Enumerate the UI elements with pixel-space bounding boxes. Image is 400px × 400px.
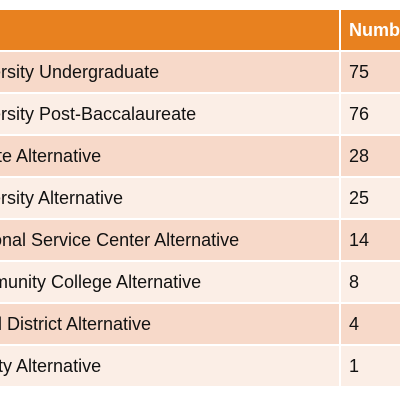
row-type: gional Service Center Alternative [0,220,339,262]
row-number: 76 [339,94,400,136]
table-row: iversity Undergraduate 75 [0,52,400,94]
row-type: ool District Alternative [0,304,339,346]
row-type: iversity Post-Baccalaureate [0,94,339,136]
table-row: vate Alternative 28 [0,136,400,178]
row-number: 75 [339,52,400,94]
row-type: iversity Alternative [0,178,339,220]
row-number: 25 [339,178,400,220]
row-type: vate Alternative [0,136,339,178]
row-type: mmunity College Alternative [0,262,339,304]
program-table: pe Numb iversity Undergraduate 75 iversi… [0,10,400,388]
row-type: unty Alternative [0,346,339,388]
table-row: unty Alternative 1 [0,346,400,388]
header-type: pe [0,10,339,52]
header-number: Numb [339,10,400,52]
row-type: iversity Undergraduate [0,52,339,94]
table-row: gional Service Center Alternative 14 [0,220,400,262]
row-number: 4 [339,304,400,346]
table-row: iversity Alternative 25 [0,178,400,220]
row-number: 8 [339,262,400,304]
row-number: 1 [339,346,400,388]
table-header-row: pe Numb [0,10,400,52]
table-row: iversity Post-Baccalaureate 76 [0,94,400,136]
program-table-container: pe Numb iversity Undergraduate 75 iversi… [0,10,400,388]
row-number: 28 [339,136,400,178]
table-row: mmunity College Alternative 8 [0,262,400,304]
table-row: ool District Alternative 4 [0,304,400,346]
row-number: 14 [339,220,400,262]
